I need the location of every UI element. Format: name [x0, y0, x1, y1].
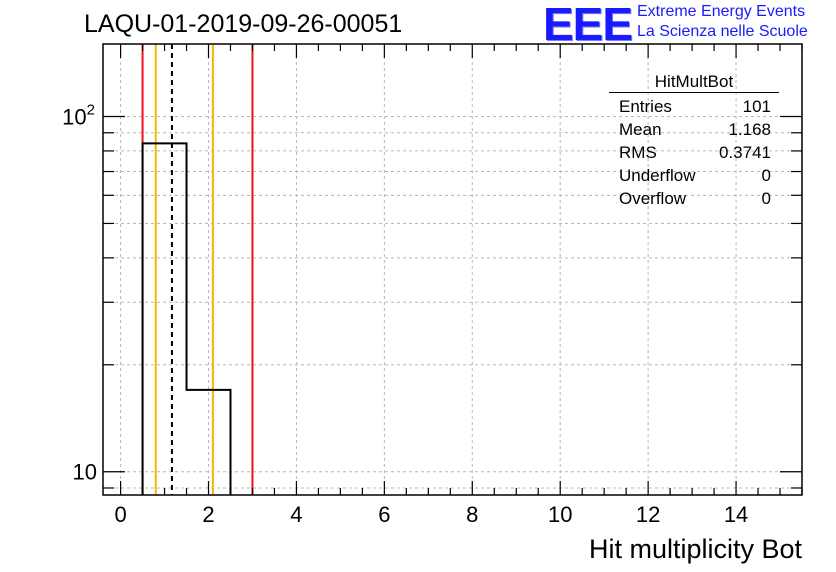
x-tick-label: 0 [114, 502, 126, 527]
stats-label: Underflow [619, 166, 696, 185]
eee-logo-line1: Extreme Energy Events [637, 3, 806, 20]
stats-value: 0.3741 [719, 143, 771, 162]
eee-logo: EEE [543, 0, 633, 50]
stats-box: HitMultBot Entries 101 Mean 1.168 RMS 0.… [609, 72, 779, 210]
eee-logo-line2: La Scienza nelle Scuole [637, 23, 808, 40]
stats-value: 0 [761, 189, 771, 208]
run-title: LAQU-01-2019-09-26-00051 [84, 10, 403, 38]
stats-row-underflow: Underflow 0 [609, 164, 779, 187]
stats-title: HitMultBot [654, 72, 734, 91]
stats-row-entries: Entries 101 [609, 95, 779, 118]
x-tick-label: 12 [636, 502, 660, 527]
y-tick-label: 10 [73, 460, 97, 485]
stats-label: Mean [619, 120, 662, 139]
stats-value: 0 [761, 166, 771, 185]
stats-divider [609, 92, 779, 93]
stats-row-overflow: Overflow 0 [609, 187, 779, 210]
x-axis-title: Hit multiplicity Bot [588, 534, 802, 564]
x-tick-label: 8 [466, 502, 478, 527]
histogram-outline [141, 142, 232, 495]
y-tick-label: 102 [62, 102, 95, 130]
plot-frame [102, 43, 803, 496]
x-tick-label: 4 [290, 502, 302, 527]
stats-value: 101 [742, 97, 771, 116]
stats-row-mean: Mean 1.168 [609, 118, 779, 141]
x-tick-label: 10 [548, 502, 572, 527]
x-tick-label: 6 [378, 502, 390, 527]
x-tick-label: 2 [202, 502, 214, 527]
stats-row-rms: RMS 0.3741 [609, 141, 779, 164]
stats-label: RMS [619, 143, 657, 162]
stats-label: Overflow [619, 189, 687, 208]
stats-value: 1.168 [728, 120, 771, 139]
x-tick-label: 14 [724, 502, 748, 527]
stats-label: Entries [619, 97, 672, 116]
